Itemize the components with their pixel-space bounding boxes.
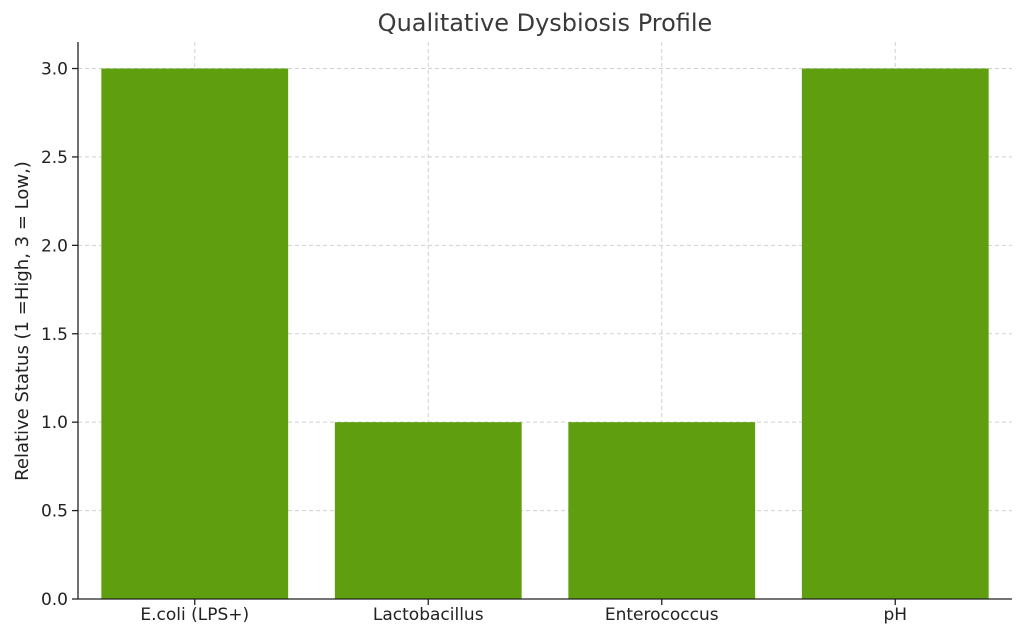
- axes: [72, 42, 1012, 605]
- x-tick-label: Lactobacillus: [373, 605, 484, 625]
- x-tick-label: Enterococcus: [605, 605, 719, 625]
- chart-title: Qualitative Dysbiosis Profile: [378, 9, 713, 37]
- bar: [801, 68, 989, 600]
- y-tick-label: 1.5: [41, 325, 68, 345]
- bar: [568, 422, 756, 599]
- bar: [101, 68, 289, 600]
- bar: [334, 422, 522, 599]
- x-tick-label: pH: [883, 605, 907, 625]
- y-axis-label: Relative Status (1 =High, 3 = Low,): [12, 161, 33, 481]
- x-tick-label: E.coli (LPS+): [140, 605, 249, 625]
- tick-labels: 0.0 0.5 1.0 1.5 2.0 2.5 3.0 E.coli (LPS+) Lactob…: [41, 60, 907, 625]
- y-tick-label: 3.0: [41, 60, 68, 80]
- bars: [101, 68, 989, 600]
- y-tick-label: 0.5: [41, 502, 68, 522]
- y-tick-label: 1.0: [41, 413, 68, 433]
- y-tick-label: 2.5: [41, 148, 68, 168]
- y-tick-label: 0.0: [41, 590, 68, 610]
- y-tick-label: 2.0: [41, 236, 68, 256]
